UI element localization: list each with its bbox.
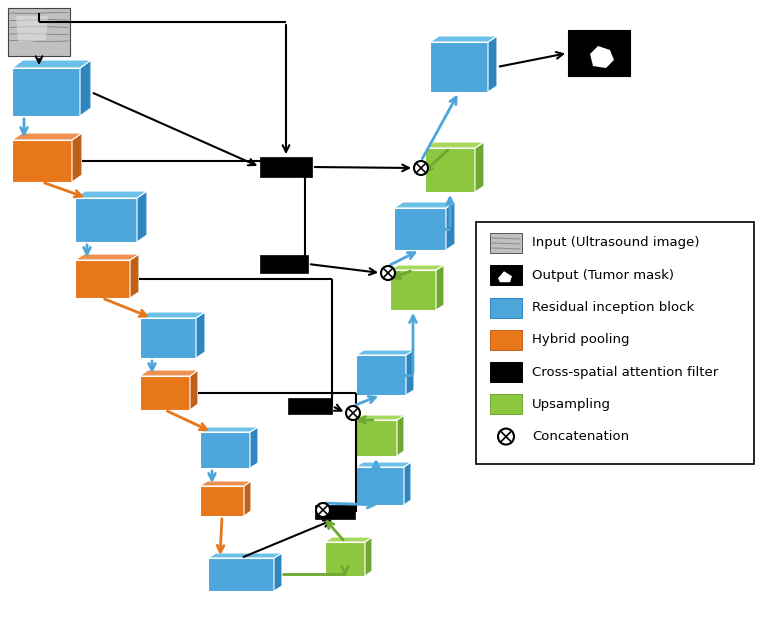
Polygon shape (208, 558, 274, 591)
Polygon shape (250, 427, 258, 468)
Polygon shape (476, 222, 754, 464)
Polygon shape (325, 537, 372, 542)
Polygon shape (356, 467, 404, 505)
Polygon shape (75, 254, 139, 260)
Text: Concatenation: Concatenation (532, 430, 629, 443)
Polygon shape (590, 46, 614, 68)
Polygon shape (140, 318, 196, 358)
Polygon shape (75, 260, 130, 298)
Polygon shape (140, 312, 205, 318)
Polygon shape (490, 233, 522, 253)
Polygon shape (436, 265, 444, 310)
Polygon shape (274, 553, 282, 591)
Polygon shape (315, 505, 355, 519)
Polygon shape (356, 350, 414, 355)
Polygon shape (355, 415, 404, 420)
Polygon shape (12, 133, 82, 140)
Polygon shape (140, 370, 198, 376)
Polygon shape (75, 191, 147, 198)
Polygon shape (196, 312, 205, 358)
Text: Hybrid pooling: Hybrid pooling (532, 333, 629, 346)
Polygon shape (498, 271, 512, 282)
Polygon shape (200, 427, 258, 432)
Text: Upsampling: Upsampling (532, 398, 611, 411)
Polygon shape (130, 254, 139, 298)
Circle shape (316, 503, 330, 517)
Polygon shape (355, 420, 397, 456)
Polygon shape (394, 208, 446, 250)
Polygon shape (490, 330, 522, 350)
Polygon shape (490, 394, 522, 414)
Text: Input (Ultrasound image): Input (Ultrasound image) (532, 236, 700, 250)
Text: Cross-spatial attention filter: Cross-spatial attention filter (532, 365, 719, 379)
Polygon shape (200, 486, 244, 516)
Polygon shape (80, 60, 91, 116)
Text: Output (Tumor mask): Output (Tumor mask) (532, 269, 674, 282)
Polygon shape (490, 297, 522, 318)
Polygon shape (356, 462, 411, 467)
Polygon shape (260, 157, 312, 177)
Circle shape (414, 161, 428, 175)
Polygon shape (325, 542, 365, 576)
Polygon shape (244, 481, 251, 516)
Polygon shape (75, 198, 137, 242)
Polygon shape (288, 398, 332, 414)
Polygon shape (190, 370, 198, 410)
Polygon shape (394, 202, 455, 208)
Polygon shape (12, 60, 91, 68)
Polygon shape (137, 191, 147, 242)
Polygon shape (200, 432, 250, 468)
Polygon shape (446, 202, 455, 250)
Circle shape (498, 429, 514, 444)
Polygon shape (425, 148, 475, 192)
Polygon shape (208, 553, 282, 558)
Polygon shape (397, 415, 404, 456)
Polygon shape (356, 355, 406, 395)
Polygon shape (430, 36, 497, 42)
Polygon shape (12, 140, 72, 182)
Polygon shape (404, 462, 411, 505)
Polygon shape (16, 16, 48, 42)
Polygon shape (488, 36, 497, 92)
Text: Residual inception block: Residual inception block (532, 301, 694, 314)
Polygon shape (260, 255, 308, 273)
Polygon shape (390, 270, 436, 310)
Polygon shape (490, 362, 522, 382)
Polygon shape (490, 265, 522, 285)
Polygon shape (200, 481, 251, 486)
Polygon shape (72, 133, 82, 182)
Polygon shape (12, 68, 80, 116)
Polygon shape (8, 8, 70, 56)
Polygon shape (430, 42, 488, 92)
Polygon shape (568, 30, 630, 76)
Polygon shape (390, 265, 444, 270)
Polygon shape (406, 350, 414, 395)
Polygon shape (475, 142, 484, 192)
Circle shape (346, 406, 360, 420)
Circle shape (381, 266, 395, 280)
Polygon shape (365, 537, 372, 576)
Polygon shape (140, 376, 190, 410)
Polygon shape (425, 142, 484, 148)
